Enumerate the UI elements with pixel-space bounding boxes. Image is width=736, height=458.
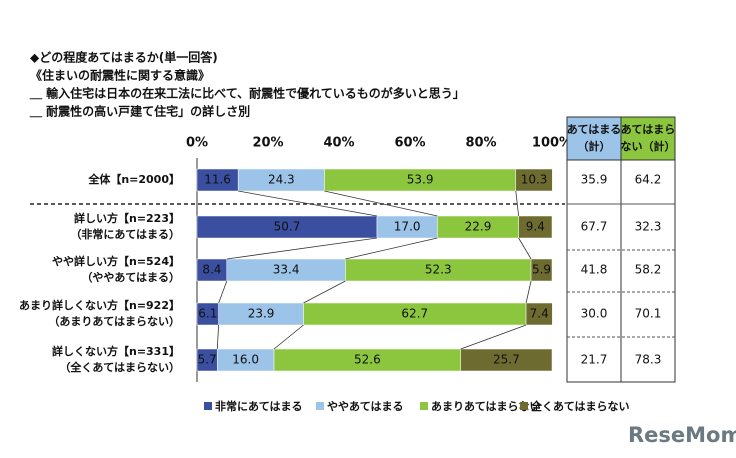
- value-label: 10.3: [521, 173, 548, 187]
- x-tick-label: 80%: [465, 136, 496, 151]
- legend-label: 全くあてはまらない: [530, 399, 630, 413]
- value-label: 9.4: [526, 220, 545, 234]
- category-label: （あまりあてはまらない）: [48, 315, 180, 328]
- category-label: 全体【n=2000】: [87, 172, 180, 186]
- connector: [525, 280, 532, 304]
- category-label: やや詳しい方【n=524】: [52, 254, 180, 268]
- category-label: 詳しい方【n=223】: [74, 211, 180, 225]
- table-value: 21.7: [581, 353, 608, 367]
- value-label: 5.7: [198, 353, 217, 367]
- watermark: ReseMom: [628, 423, 736, 447]
- table-header-label: （計）: [578, 139, 611, 153]
- value-label: 5.9: [532, 263, 551, 277]
- connector: [324, 190, 438, 217]
- x-tick-label: 20%: [252, 136, 283, 151]
- table-value: 78.3: [635, 353, 662, 367]
- value-label: 24.3: [268, 173, 295, 187]
- table-header-label: あてはまる: [567, 123, 622, 136]
- value-label: 50.7: [274, 220, 301, 234]
- legend-swatch: [204, 402, 212, 410]
- table-value: 64.2: [635, 173, 662, 187]
- connector: [518, 237, 532, 260]
- table-value: 58.2: [635, 263, 662, 277]
- legend-swatch: [420, 402, 428, 410]
- value-label: 16.0: [232, 353, 259, 367]
- table-value: 67.7: [581, 220, 608, 234]
- value-label: 17.0: [394, 220, 421, 234]
- category-label: あまり詳しくない方【n=922】: [19, 298, 180, 312]
- chart-title: ＿ 耐震性の高い戸建て住宅」の詳しさ別: [29, 104, 250, 119]
- value-label: 6.1: [198, 307, 217, 321]
- bar-segment: [518, 215, 553, 239]
- table-value: 32.3: [635, 220, 662, 234]
- table-value: 70.1: [635, 307, 662, 321]
- connector: [226, 237, 378, 260]
- connector: [218, 280, 228, 304]
- table-header: [620, 116, 676, 161]
- table-header: [566, 116, 622, 161]
- table-value: 35.9: [581, 173, 608, 187]
- value-label: 8.4: [202, 263, 221, 277]
- bar-segment: [515, 168, 553, 192]
- category-label: 詳しくない方【n=331】: [52, 344, 180, 358]
- legend-label: ややあてはまる: [327, 400, 404, 413]
- value-label: 33.4: [273, 263, 300, 277]
- connector: [273, 324, 304, 350]
- legend-swatch: [520, 402, 528, 410]
- value-label: 62.7: [401, 307, 428, 321]
- category-label: （非常にあてはまる）: [70, 227, 180, 241]
- chart-title: ＿ 輸入住宅は日本の在来工法に比べて、耐震性で優れているものが多いと思う」: [29, 86, 465, 101]
- legend-label: あまりあてはまらない: [431, 400, 541, 413]
- connector: [303, 280, 346, 304]
- table-value: 30.0: [581, 307, 608, 321]
- value-label: 23.9: [248, 307, 275, 321]
- table-value: 41.8: [581, 263, 608, 277]
- table-header-label: あてはまら: [621, 123, 676, 136]
- legend-label: 非常にあてはまる: [215, 399, 303, 413]
- value-label: 11.6: [204, 173, 231, 187]
- table-header-label: ない（計）: [621, 139, 676, 153]
- value-label: 52.6: [354, 353, 381, 367]
- x-tick-label: 60%: [394, 136, 425, 151]
- legend-swatch: [316, 402, 324, 410]
- connector: [345, 237, 438, 260]
- bar-segment: [460, 348, 553, 372]
- connector: [216, 324, 220, 350]
- value-label: 53.9: [407, 173, 434, 187]
- value-label: 25.7: [493, 353, 520, 367]
- bar-segment: [525, 302, 553, 326]
- x-tick-label: 0%: [186, 136, 208, 151]
- category-label: （全くあてはまらない）: [59, 360, 180, 374]
- connector: [238, 190, 378, 217]
- x-tick-label: 40%: [323, 136, 354, 151]
- bar-segment: [530, 258, 553, 282]
- value-label: 52.3: [425, 263, 452, 277]
- connector: [460, 324, 527, 350]
- chart-title: 《住まいの耐震性に関する意識》: [30, 68, 210, 83]
- x-tick-label: 100%: [532, 136, 572, 151]
- value-label: 7.4: [530, 307, 549, 321]
- value-label: 22.9: [465, 220, 492, 234]
- connector: [515, 190, 520, 217]
- category-label: （ややあてはまる）: [81, 271, 180, 284]
- chart-title: ◆どの程度あてはまるか(単一回答): [30, 50, 218, 65]
